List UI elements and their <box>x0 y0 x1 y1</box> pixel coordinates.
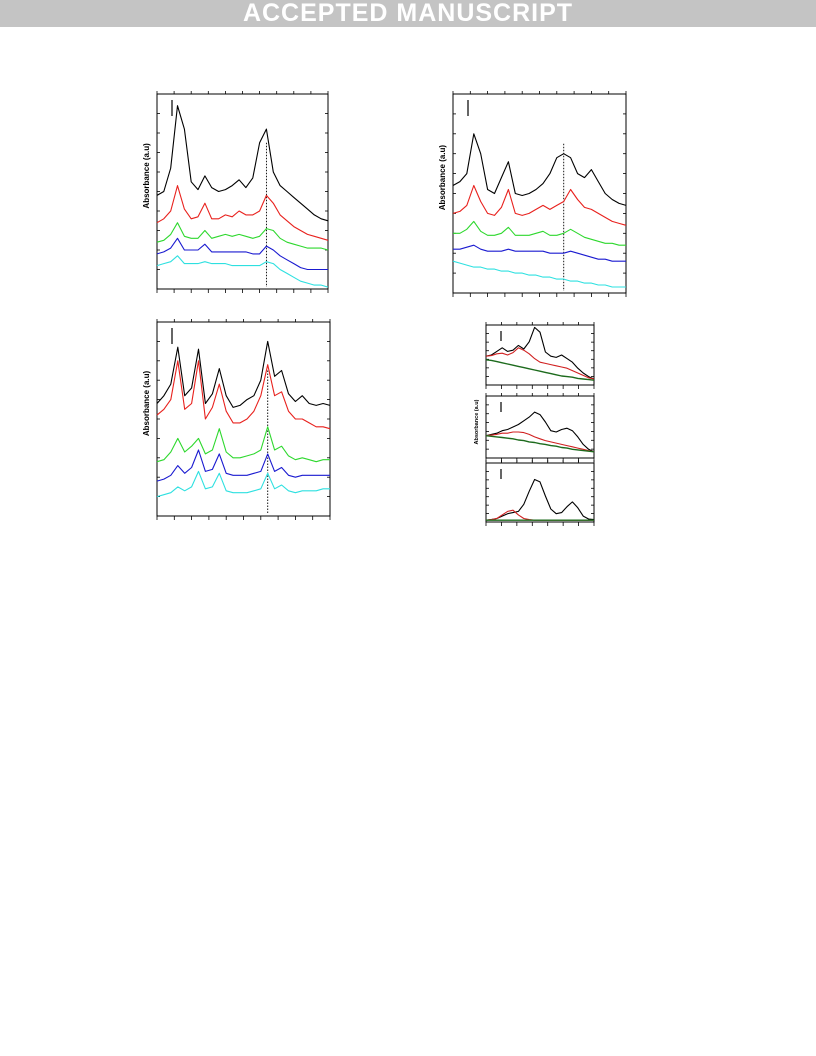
series-line-d3-1 <box>485 509 594 521</box>
accepted-manuscript-banner: ACCEPTED MANUSCRIPT <box>0 0 816 27</box>
y-axis-label-c: Absorbance (a.u) <box>142 370 151 436</box>
series-line-b-2 <box>453 220 626 246</box>
series-line-a-2 <box>156 222 329 251</box>
series-line-b-0 <box>452 133 627 206</box>
series-line-b-3 <box>453 244 626 262</box>
plot-frame-c <box>156 321 331 517</box>
series-line-c-4 <box>156 470 330 498</box>
series-line-c-2 <box>156 426 330 463</box>
series-line-d2-1 <box>485 431 595 453</box>
y-axis-label-a: Absorbance (a.u) <box>142 143 151 209</box>
plot-frame-d1 <box>485 324 595 386</box>
series-line-c-3 <box>156 449 330 482</box>
plot-frame-d2 <box>485 395 595 459</box>
plot-frame-b <box>452 93 627 294</box>
series-line-c-1 <box>156 360 331 430</box>
series-line-d1-1 <box>485 347 595 380</box>
y-axis-label-d2: Absorbance (a.u) <box>474 399 480 444</box>
series-line-d1-2 <box>485 359 595 381</box>
series-line-b-4 <box>452 260 626 288</box>
y-axis-label-b: Absorbance (a.u) <box>438 145 447 211</box>
series-line-c-0 <box>156 340 331 408</box>
series-line-d3-0 <box>485 478 595 521</box>
series-line-b-1 <box>452 184 627 226</box>
series-line-a-3 <box>156 237 328 271</box>
series-line-a-4 <box>156 255 329 288</box>
series-line-a-1 <box>156 185 329 241</box>
series-line-d2-0 <box>485 411 595 453</box>
series-line-d2-2 <box>485 435 595 453</box>
series-line-d1-0 <box>485 326 595 380</box>
series-line-a-0 <box>156 105 329 222</box>
plot-frame-d3 <box>485 462 595 523</box>
